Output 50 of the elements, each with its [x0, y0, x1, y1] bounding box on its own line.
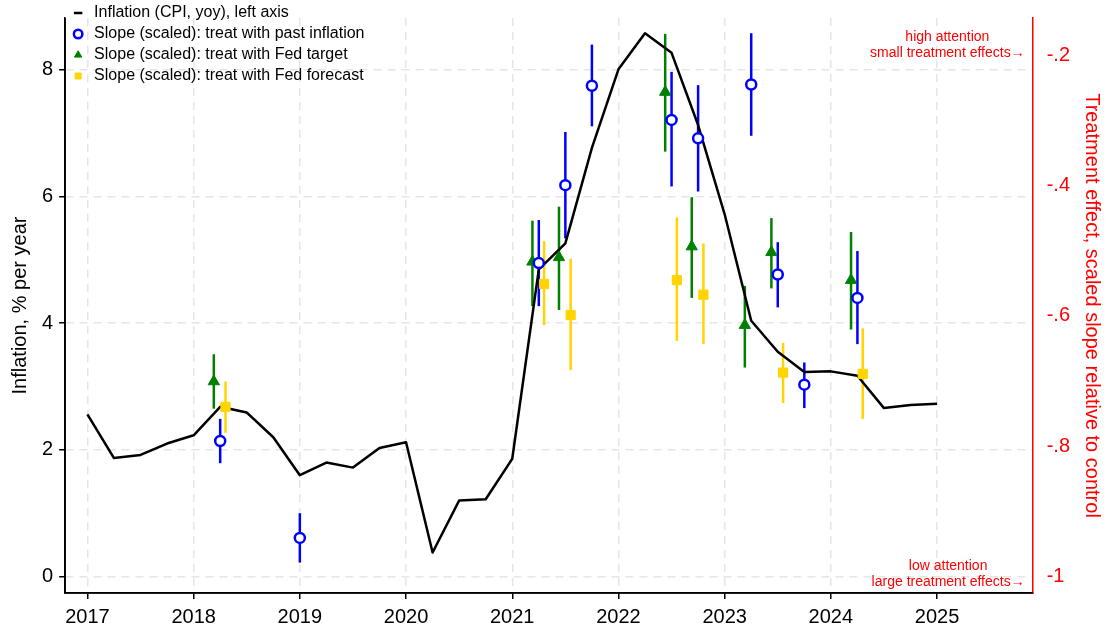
x-tick-label: 2021	[490, 604, 535, 627]
y-tick-label: 6	[42, 184, 54, 207]
annotation: low attention large treatment effects→	[871, 557, 1025, 589]
point	[777, 367, 789, 378]
y2-axis-title: Treatment effect, scaled slope relative to control	[1082, 93, 1105, 518]
point	[293, 531, 307, 545]
point	[844, 273, 858, 284]
legend-label: Slope (scaled): treat with Fed target	[94, 45, 349, 63]
point	[213, 434, 227, 448]
y2-tick-label: -.2	[1046, 42, 1070, 65]
point	[771, 268, 785, 281]
point	[565, 309, 576, 321]
legend-label: Slope (scaled): treat with Fed forecast	[94, 66, 365, 84]
point	[857, 368, 868, 379]
point	[691, 132, 705, 145]
point	[671, 275, 682, 286]
point	[798, 378, 811, 391]
point	[552, 250, 566, 262]
x-tick-label: 2017	[65, 604, 110, 627]
legend-label: Inflation (CPI, yoy), left axis	[94, 3, 289, 21]
x-tick-label: 2018	[171, 604, 216, 627]
y2-tick-label: -.6	[1046, 303, 1070, 326]
legend-label: Slope (scaled): treat with past inflation	[94, 24, 365, 42]
point	[698, 289, 709, 300]
point	[851, 291, 864, 305]
y-axis-title: Inflation, % per year	[7, 216, 30, 395]
y-tick-label: 0	[42, 564, 54, 587]
point	[659, 85, 672, 96]
point	[220, 401, 231, 412]
x-tick-label: 2024	[808, 604, 854, 627]
annotation: high attention small treatment effects→	[870, 28, 1025, 60]
y2-tick-label: -.8	[1046, 433, 1070, 456]
y2-tick-label: -1	[1046, 564, 1065, 587]
x-tick-label: 2020	[383, 604, 429, 627]
x-tick-label: 2019	[277, 604, 323, 627]
y2-tick-label: -.4	[1046, 173, 1070, 196]
point	[744, 78, 758, 91]
point	[532, 256, 546, 270]
point	[765, 245, 778, 257]
point	[738, 318, 751, 329]
point	[559, 178, 572, 192]
x-tick-label: 2022	[596, 604, 641, 627]
x-tick-label: 2023	[702, 604, 747, 627]
y-tick-label: 8	[42, 57, 54, 80]
y-tick-label: 2	[42, 437, 54, 460]
y-tick-label: 4	[42, 310, 54, 333]
point	[585, 79, 599, 93]
x-tick-label: 2025	[914, 604, 960, 627]
point	[665, 113, 678, 127]
point	[539, 278, 550, 290]
